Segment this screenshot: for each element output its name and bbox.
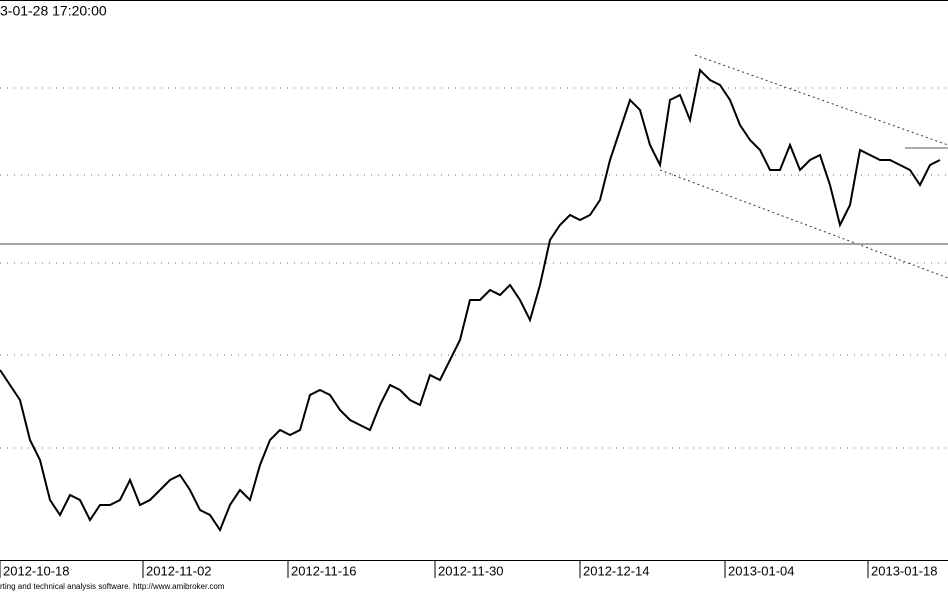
- x-tick-label: 2012-11-02: [146, 563, 212, 578]
- timestamp: 3-01-28 17:20:00: [0, 3, 107, 19]
- footer: rting and technical analysis software. h…: [0, 582, 225, 591]
- x-tick-label: 2012-12-14: [583, 563, 650, 578]
- x-tick-label: 2013-01-18: [871, 563, 938, 578]
- trend-channel-lower: [659, 169, 948, 279]
- x-tick-label: 2012-11-30: [438, 563, 504, 578]
- price-line: [0, 67, 941, 533]
- x-tick-label: 2012-10-18: [3, 563, 70, 578]
- x-tick-label: 2012-11-16: [291, 563, 357, 578]
- x-tick-label: 2013-01-04: [728, 563, 795, 578]
